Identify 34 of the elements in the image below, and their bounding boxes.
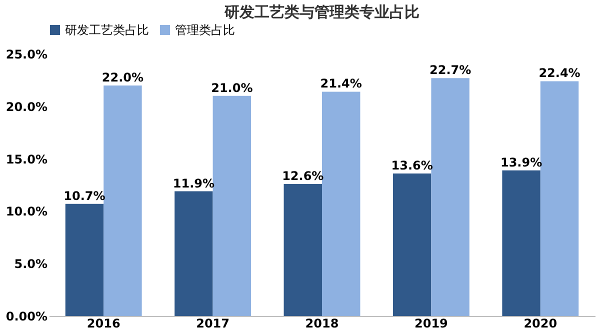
legend-label: 管理类占比: [175, 23, 235, 37]
data-label: 11.9%: [172, 176, 215, 190]
bar: [284, 184, 322, 316]
data-label: 22.0%: [102, 70, 144, 84]
bar: [174, 191, 213, 316]
y-tick-label: 10.0%: [6, 204, 48, 219]
legend-label: 研发工艺类占比: [65, 23, 149, 37]
y-tick-label: 25.0%: [6, 48, 48, 62]
data-label: 13.6%: [391, 158, 433, 172]
bar: [212, 96, 252, 316]
x-tick-label: 2020: [524, 316, 558, 330]
bar: [322, 92, 360, 316]
data-label: 21.4%: [320, 76, 362, 91]
bar: [104, 85, 142, 316]
y-tick-label: 5.0%: [14, 257, 48, 272]
data-label: 22.7%: [429, 63, 472, 78]
y-tick-label: 0.00%: [6, 310, 48, 324]
chart-title: 研发工艺类与管理类专业占比: [224, 3, 420, 21]
data-label: 12.6%: [282, 168, 324, 183]
x-tick-label: 2018: [305, 316, 339, 330]
y-tick-label: 20.0%: [6, 100, 48, 114]
bar: [502, 170, 540, 316]
data-label: 13.9%: [500, 155, 542, 170]
data-label: 21.0%: [211, 80, 253, 95]
bar: [431, 78, 470, 316]
data-label: 22.4%: [538, 66, 580, 80]
data-label: 10.7%: [64, 188, 106, 203]
bar: [65, 204, 104, 316]
bar: [392, 173, 432, 316]
y-tick-label: 15.0%: [6, 152, 48, 166]
bar: [540, 81, 579, 316]
x-tick-label: 2017: [196, 316, 230, 330]
x-tick-label: 2016: [86, 316, 120, 330]
x-tick-label: 2019: [414, 316, 448, 330]
